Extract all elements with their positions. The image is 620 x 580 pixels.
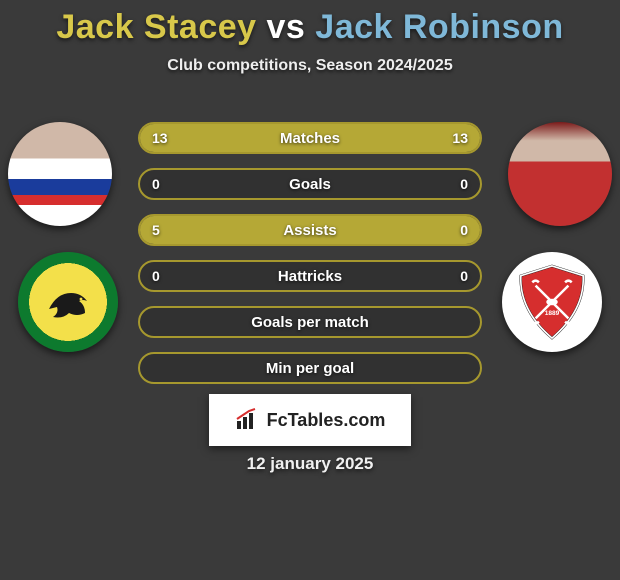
stat-label: Matches <box>140 124 480 152</box>
stat-value-right <box>456 354 480 382</box>
stat-row: 0Goals0 <box>138 168 482 200</box>
stat-label: Hattricks <box>140 262 480 290</box>
stat-row: Min per goal <box>138 352 482 384</box>
stat-value-right: 13 <box>440 124 480 152</box>
stat-value-right: 0 <box>448 170 480 198</box>
stat-label: Goals per match <box>140 308 480 336</box>
bird-icon <box>41 275 95 329</box>
title-left: Jack Stacey <box>56 8 256 46</box>
club-right-badge: 1889 <box>502 252 602 352</box>
title-right: Jack Robinson <box>315 8 563 46</box>
stat-row: Goals per match <box>138 306 482 338</box>
subtitle: Club competitions, Season 2024/2025 <box>0 57 620 75</box>
stat-label: Goals <box>140 170 480 198</box>
stat-label: Assists <box>140 216 480 244</box>
chart-icon <box>235 407 261 433</box>
stat-row: 0Hattricks0 <box>138 260 482 292</box>
stat-row: 13Matches13 <box>138 122 482 154</box>
player-left-avatar <box>8 122 112 226</box>
logo-text: FcTables.com <box>267 410 386 431</box>
stat-value-right: 0 <box>448 262 480 290</box>
page-title: Jack Stacey vs Jack Robinson <box>0 0 620 47</box>
stat-row: 5Assists0 <box>138 214 482 246</box>
fctables-logo: FcTables.com <box>209 394 411 446</box>
stat-label: Min per goal <box>140 354 480 382</box>
stat-value-right: 0 <box>448 216 480 244</box>
date-label: 12 january 2025 <box>0 454 620 474</box>
stats-container: 13Matches130Goals05Assists00Hattricks0Go… <box>138 122 482 398</box>
club-left-badge <box>18 252 118 352</box>
stat-value-right <box>456 308 480 336</box>
player-right-avatar <box>508 122 612 226</box>
club-year: 1889 <box>545 310 560 317</box>
title-vs: vs <box>257 8 316 46</box>
shield-icon: 1889 <box>511 261 593 343</box>
